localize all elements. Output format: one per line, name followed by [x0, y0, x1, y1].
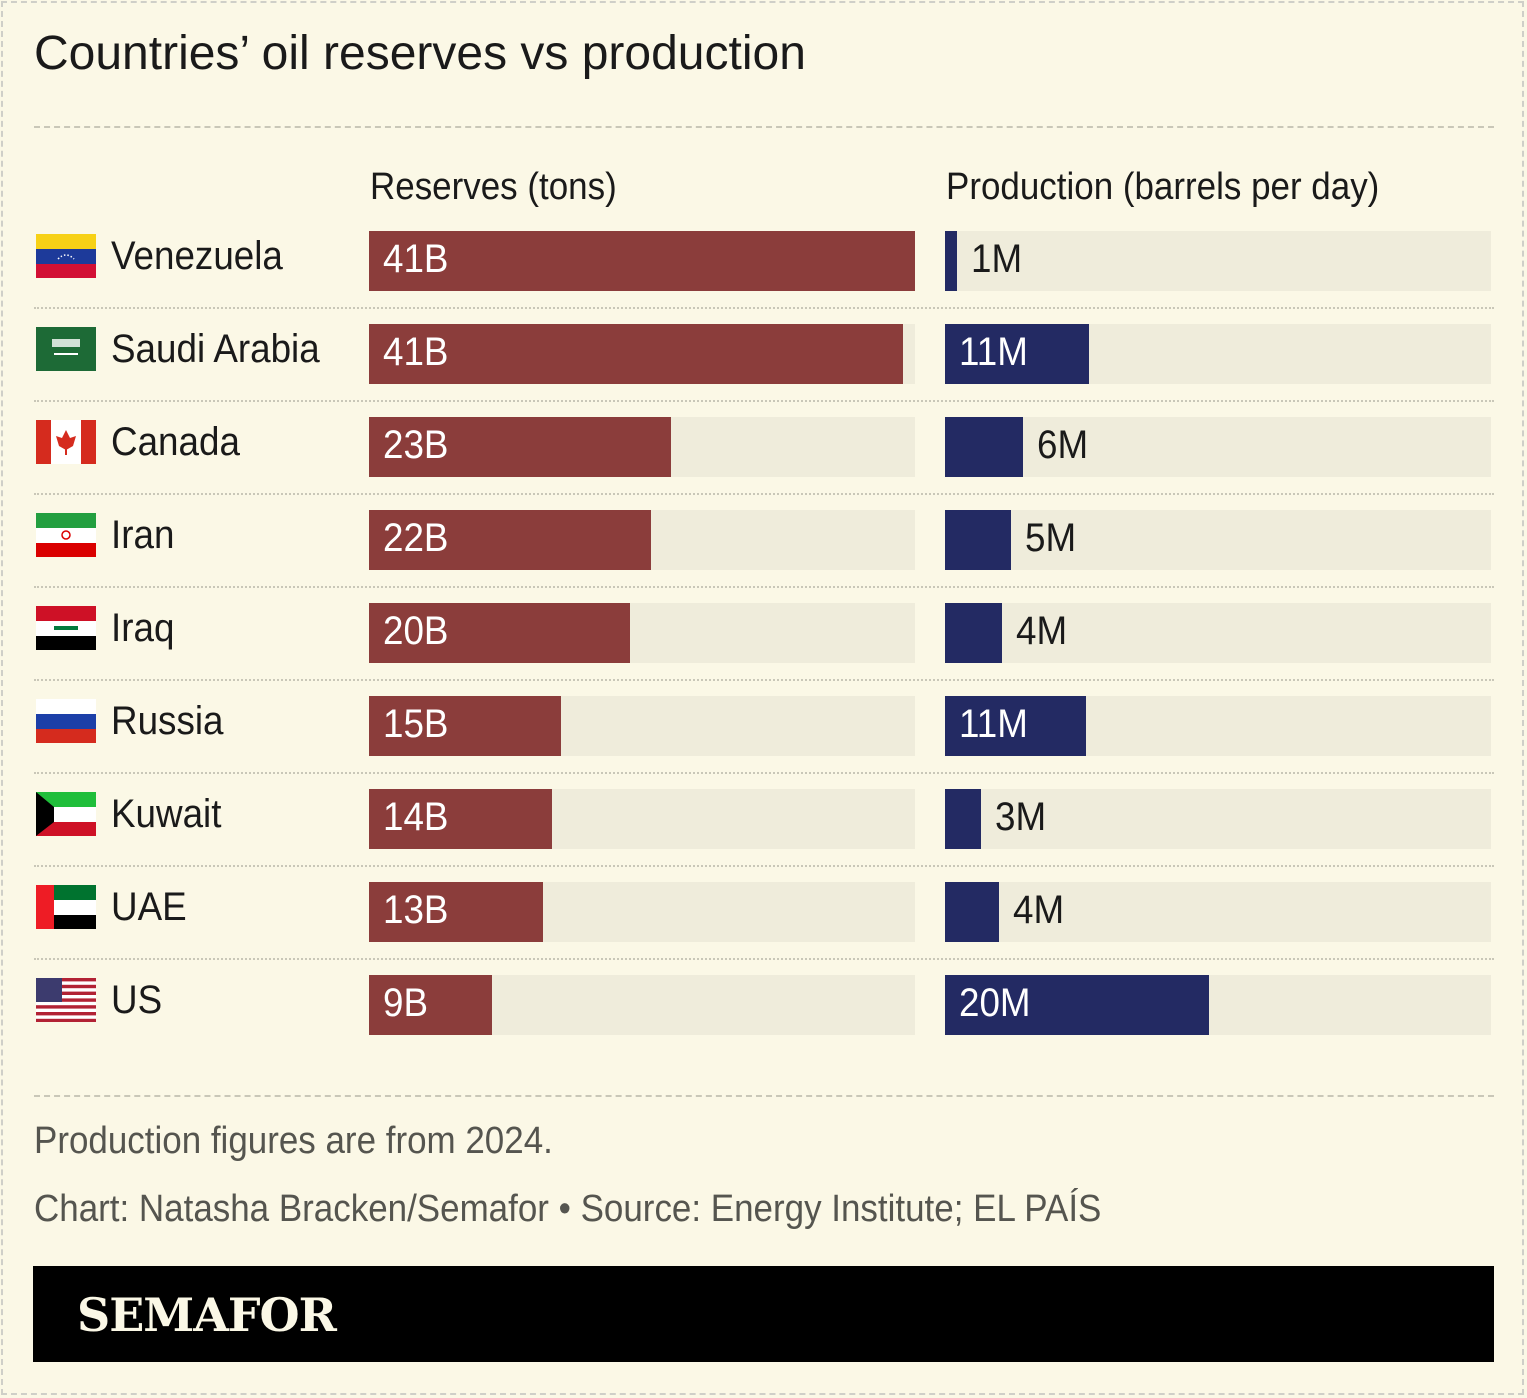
production-value-label: 4M: [1016, 609, 1068, 653]
reserves-bar: [369, 603, 630, 663]
reserves-value-label: 14B: [383, 795, 449, 839]
row-separator: [34, 400, 1494, 402]
reserves-track: 23B: [369, 417, 915, 477]
row-separator: [34, 307, 1494, 309]
production-value-label: 4M: [1013, 888, 1065, 932]
row-separator: [34, 865, 1494, 867]
table-row: Russia 15B 11M: [34, 696, 1494, 756]
divider: [34, 1095, 1494, 1097]
reserves-track: 15B: [369, 696, 915, 756]
reserves-bar: [369, 975, 492, 1035]
country-label: Iran: [111, 513, 175, 557]
table-row: Canada 23B 6M: [34, 417, 1494, 477]
production-track: 5M: [945, 510, 1491, 570]
production-bar: [945, 324, 1089, 384]
production-value-label: 3M: [995, 795, 1047, 839]
reserves-value-label: 13B: [383, 888, 449, 932]
chart-note: Production figures are from 2024.: [34, 1120, 553, 1162]
footer-bar: SEMAFOR: [33, 1266, 1494, 1362]
production-header: Production (barrels per day): [946, 166, 1380, 208]
reserves-bar: [369, 417, 671, 477]
country-label: Iraq: [111, 606, 175, 650]
production-track: 6M: [945, 417, 1491, 477]
venezuela-flag-icon: [36, 234, 96, 278]
production-track: 3M: [945, 789, 1491, 849]
country-label: Venezuela: [111, 234, 283, 278]
reserves-value-label: 23B: [383, 423, 449, 467]
iraq-flag-icon: [36, 606, 96, 650]
reserves-header: Reserves (tons): [370, 166, 617, 208]
saudi-arabia-flag-icon: [36, 327, 96, 371]
country-label: Kuwait: [111, 792, 222, 836]
country-label: US: [111, 978, 163, 1022]
reserves-bar: [369, 789, 552, 849]
row-separator: [34, 586, 1494, 588]
production-bar: [945, 696, 1086, 756]
production-value-label: 20M: [959, 981, 1031, 1025]
row-separator: [34, 679, 1494, 681]
country-label: Russia: [111, 699, 224, 743]
production-value-label: 5M: [1025, 516, 1077, 560]
reserves-bar: [369, 231, 915, 291]
production-bar: [945, 603, 1002, 663]
production-bar: [945, 510, 1011, 570]
reserves-bar: [369, 696, 561, 756]
table-row: Saudi Arabia 41B 11M: [34, 324, 1494, 384]
table-row: Kuwait 14B 3M: [34, 789, 1494, 849]
country-label: Saudi Arabia: [111, 327, 320, 371]
table-row: Venezuela 41B 1M: [34, 231, 1494, 291]
reserves-track: 20B: [369, 603, 915, 663]
kuwait-flag-icon: [36, 792, 96, 836]
reserves-value-label: 15B: [383, 702, 449, 746]
production-bar: [945, 231, 957, 291]
production-track: 4M: [945, 882, 1491, 942]
production-bar: [945, 417, 1023, 477]
reserves-bar: [369, 324, 903, 384]
production-track: 4M: [945, 603, 1491, 663]
semafor-logo: SEMAFOR: [77, 1288, 337, 1342]
production-bar: [945, 975, 1209, 1035]
reserves-track: 9B: [369, 975, 915, 1035]
reserves-bar: [369, 882, 543, 942]
row-separator: [34, 493, 1494, 495]
table-row: UAE 13B 4M: [34, 882, 1494, 942]
us-flag-icon: [36, 978, 96, 1022]
country-label: Canada: [111, 420, 240, 464]
reserves-value-label: 20B: [383, 609, 449, 653]
canada-flag-icon: [36, 420, 96, 464]
uae-flag-icon: [36, 885, 96, 929]
production-bar: [945, 882, 999, 942]
chart-title: Countries’ oil reserves vs production: [34, 27, 806, 80]
country-label: UAE: [111, 885, 187, 929]
russia-flag-icon: [36, 699, 96, 743]
table-row: Iran 22B 5M: [34, 510, 1494, 570]
reserves-value-label: 41B: [383, 237, 449, 281]
reserves-value-label: 41B: [383, 330, 449, 374]
iran-flag-icon: [36, 513, 96, 557]
reserves-value-label: 22B: [383, 516, 449, 560]
reserves-track: 13B: [369, 882, 915, 942]
chart-credit: Chart: Natasha Bracken/Semafor • Source:…: [34, 1188, 1102, 1230]
table-row: US 9B 20M: [34, 975, 1494, 1035]
reserves-track: 22B: [369, 510, 915, 570]
production-track: 11M: [945, 324, 1491, 384]
table-row: Iraq 20B 4M: [34, 603, 1494, 663]
production-track: 1M: [945, 231, 1491, 291]
row-separator: [34, 772, 1494, 774]
reserves-value-label: 9B: [383, 981, 429, 1025]
production-track: 20M: [945, 975, 1491, 1035]
production-value-label: 11M: [959, 330, 1028, 374]
production-value-label: 11M: [959, 702, 1028, 746]
production-track: 11M: [945, 696, 1491, 756]
reserves-track: 41B: [369, 324, 915, 384]
production-bar: [945, 789, 981, 849]
reserves-track: 14B: [369, 789, 915, 849]
row-separator: [34, 958, 1494, 960]
reserves-bar: [369, 510, 651, 570]
divider: [34, 126, 1494, 128]
production-value-label: 1M: [971, 237, 1023, 281]
production-value-label: 6M: [1037, 423, 1089, 467]
reserves-track: 41B: [369, 231, 915, 291]
